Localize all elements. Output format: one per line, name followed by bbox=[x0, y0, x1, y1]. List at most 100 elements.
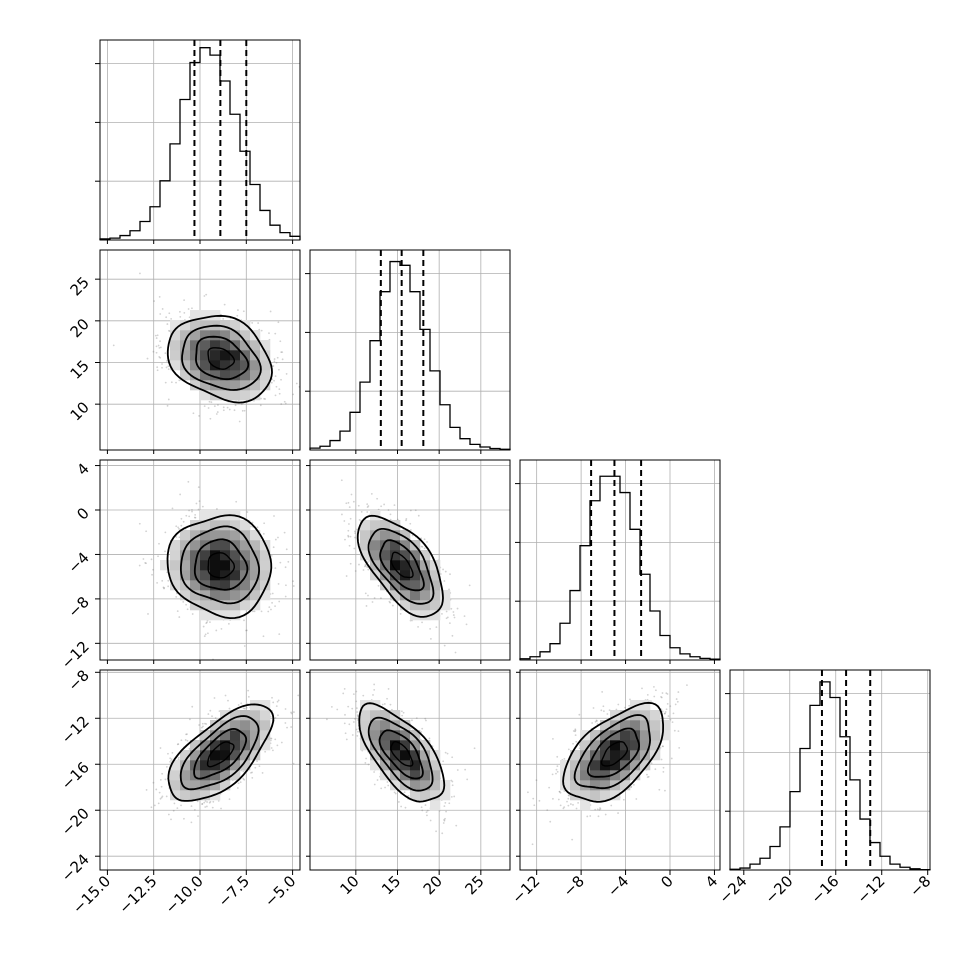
scatter-point bbox=[200, 726, 203, 729]
scatter-point bbox=[250, 771, 252, 774]
scatter-point bbox=[269, 739, 272, 742]
scatter-point bbox=[206, 801, 209, 803]
density-cell bbox=[610, 750, 621, 761]
density-cell bbox=[230, 720, 241, 731]
density-cell bbox=[200, 550, 211, 561]
density-cell bbox=[200, 380, 211, 391]
density-cell bbox=[220, 780, 231, 791]
scatter-point bbox=[155, 337, 158, 339]
y-tick-label: 15 bbox=[67, 357, 93, 383]
density-cell bbox=[180, 570, 191, 581]
density-cell bbox=[230, 550, 241, 561]
density-cell bbox=[260, 740, 271, 751]
density-cell bbox=[390, 780, 401, 791]
scatter-point bbox=[559, 804, 562, 807]
density-cell bbox=[210, 510, 221, 521]
scatter-point bbox=[366, 566, 369, 568]
scatter-point bbox=[159, 797, 162, 800]
density-cell bbox=[250, 560, 261, 571]
scatter-point bbox=[290, 711, 292, 714]
scatter-point bbox=[650, 762, 653, 765]
scatter-point bbox=[387, 688, 390, 690]
scatter-point bbox=[184, 739, 187, 741]
scatter-point bbox=[220, 627, 223, 630]
scatter-point bbox=[243, 409, 246, 412]
scatter-point bbox=[660, 695, 662, 698]
scatter-point bbox=[177, 758, 180, 761]
density-cell bbox=[210, 520, 221, 531]
scatter-point bbox=[662, 770, 665, 773]
scatter-point bbox=[171, 751, 174, 754]
density-cell bbox=[430, 600, 441, 611]
density-cell bbox=[420, 780, 431, 791]
density-cell bbox=[220, 590, 231, 601]
density-cell bbox=[250, 750, 261, 761]
density-cell bbox=[420, 600, 431, 611]
density-cell bbox=[170, 580, 181, 591]
scatter-point bbox=[572, 803, 574, 806]
density-cell bbox=[220, 340, 231, 351]
scatter-point bbox=[567, 797, 570, 800]
density-cell bbox=[600, 740, 611, 751]
scatter-point bbox=[592, 707, 595, 709]
density-cell bbox=[210, 360, 221, 371]
scatter-point bbox=[658, 788, 661, 791]
scatter-point bbox=[370, 493, 373, 495]
density-cell bbox=[400, 550, 411, 561]
density-cell bbox=[380, 730, 391, 741]
density-cell bbox=[190, 310, 201, 321]
density-cell bbox=[400, 740, 411, 751]
scatter-point bbox=[159, 340, 161, 343]
scatter-point bbox=[158, 355, 161, 358]
scatter-point bbox=[568, 794, 570, 797]
scatter-point bbox=[276, 700, 279, 703]
density-cell bbox=[200, 610, 211, 621]
scatter-point bbox=[356, 528, 359, 531]
scatter-point bbox=[234, 404, 237, 407]
histogram-panel-1 bbox=[305, 249, 511, 451]
contour-4 bbox=[356, 514, 444, 618]
scatter-point bbox=[240, 403, 243, 406]
scatter-point bbox=[465, 623, 468, 626]
scatter-point bbox=[164, 531, 167, 534]
scatter-point bbox=[632, 784, 635, 786]
scatter-point bbox=[274, 605, 276, 608]
scatter-point bbox=[363, 565, 366, 568]
scatter-point bbox=[151, 573, 153, 576]
scatter-point bbox=[180, 517, 183, 520]
scatter-point bbox=[348, 723, 351, 726]
scatter-point bbox=[350, 493, 353, 496]
density-frame bbox=[519, 669, 721, 871]
scatter-point bbox=[172, 809, 175, 812]
scatter-point bbox=[660, 758, 663, 761]
scatter-point bbox=[198, 500, 201, 503]
scatter-point bbox=[380, 597, 382, 600]
density-cell bbox=[190, 370, 201, 381]
density-cell bbox=[430, 800, 441, 811]
scatter-point bbox=[663, 712, 666, 715]
contour-lines bbox=[167, 703, 275, 802]
scatter-point bbox=[271, 696, 273, 699]
density-cell bbox=[380, 580, 391, 591]
scatter-point bbox=[444, 570, 447, 573]
scatter-point bbox=[646, 693, 649, 696]
scatter-point bbox=[209, 800, 212, 803]
scatter-point bbox=[423, 538, 426, 541]
scatter-point bbox=[236, 314, 239, 317]
scatter-point bbox=[206, 632, 209, 635]
scatter-point bbox=[202, 625, 205, 628]
hist-step-line bbox=[99, 47, 301, 240]
density-cell bbox=[430, 610, 441, 621]
scatter-point bbox=[260, 397, 262, 400]
scatter-point bbox=[158, 542, 160, 545]
density-cell bbox=[240, 360, 251, 371]
scatter-point bbox=[271, 601, 273, 604]
density-cell bbox=[250, 710, 261, 721]
scatter-point bbox=[591, 722, 594, 724]
scatter-point bbox=[349, 535, 352, 538]
density-cell bbox=[420, 550, 431, 561]
scatter-point bbox=[426, 541, 428, 543]
scatter-point bbox=[635, 798, 638, 800]
scatter-point bbox=[144, 562, 147, 564]
scatter-point bbox=[209, 709, 212, 712]
